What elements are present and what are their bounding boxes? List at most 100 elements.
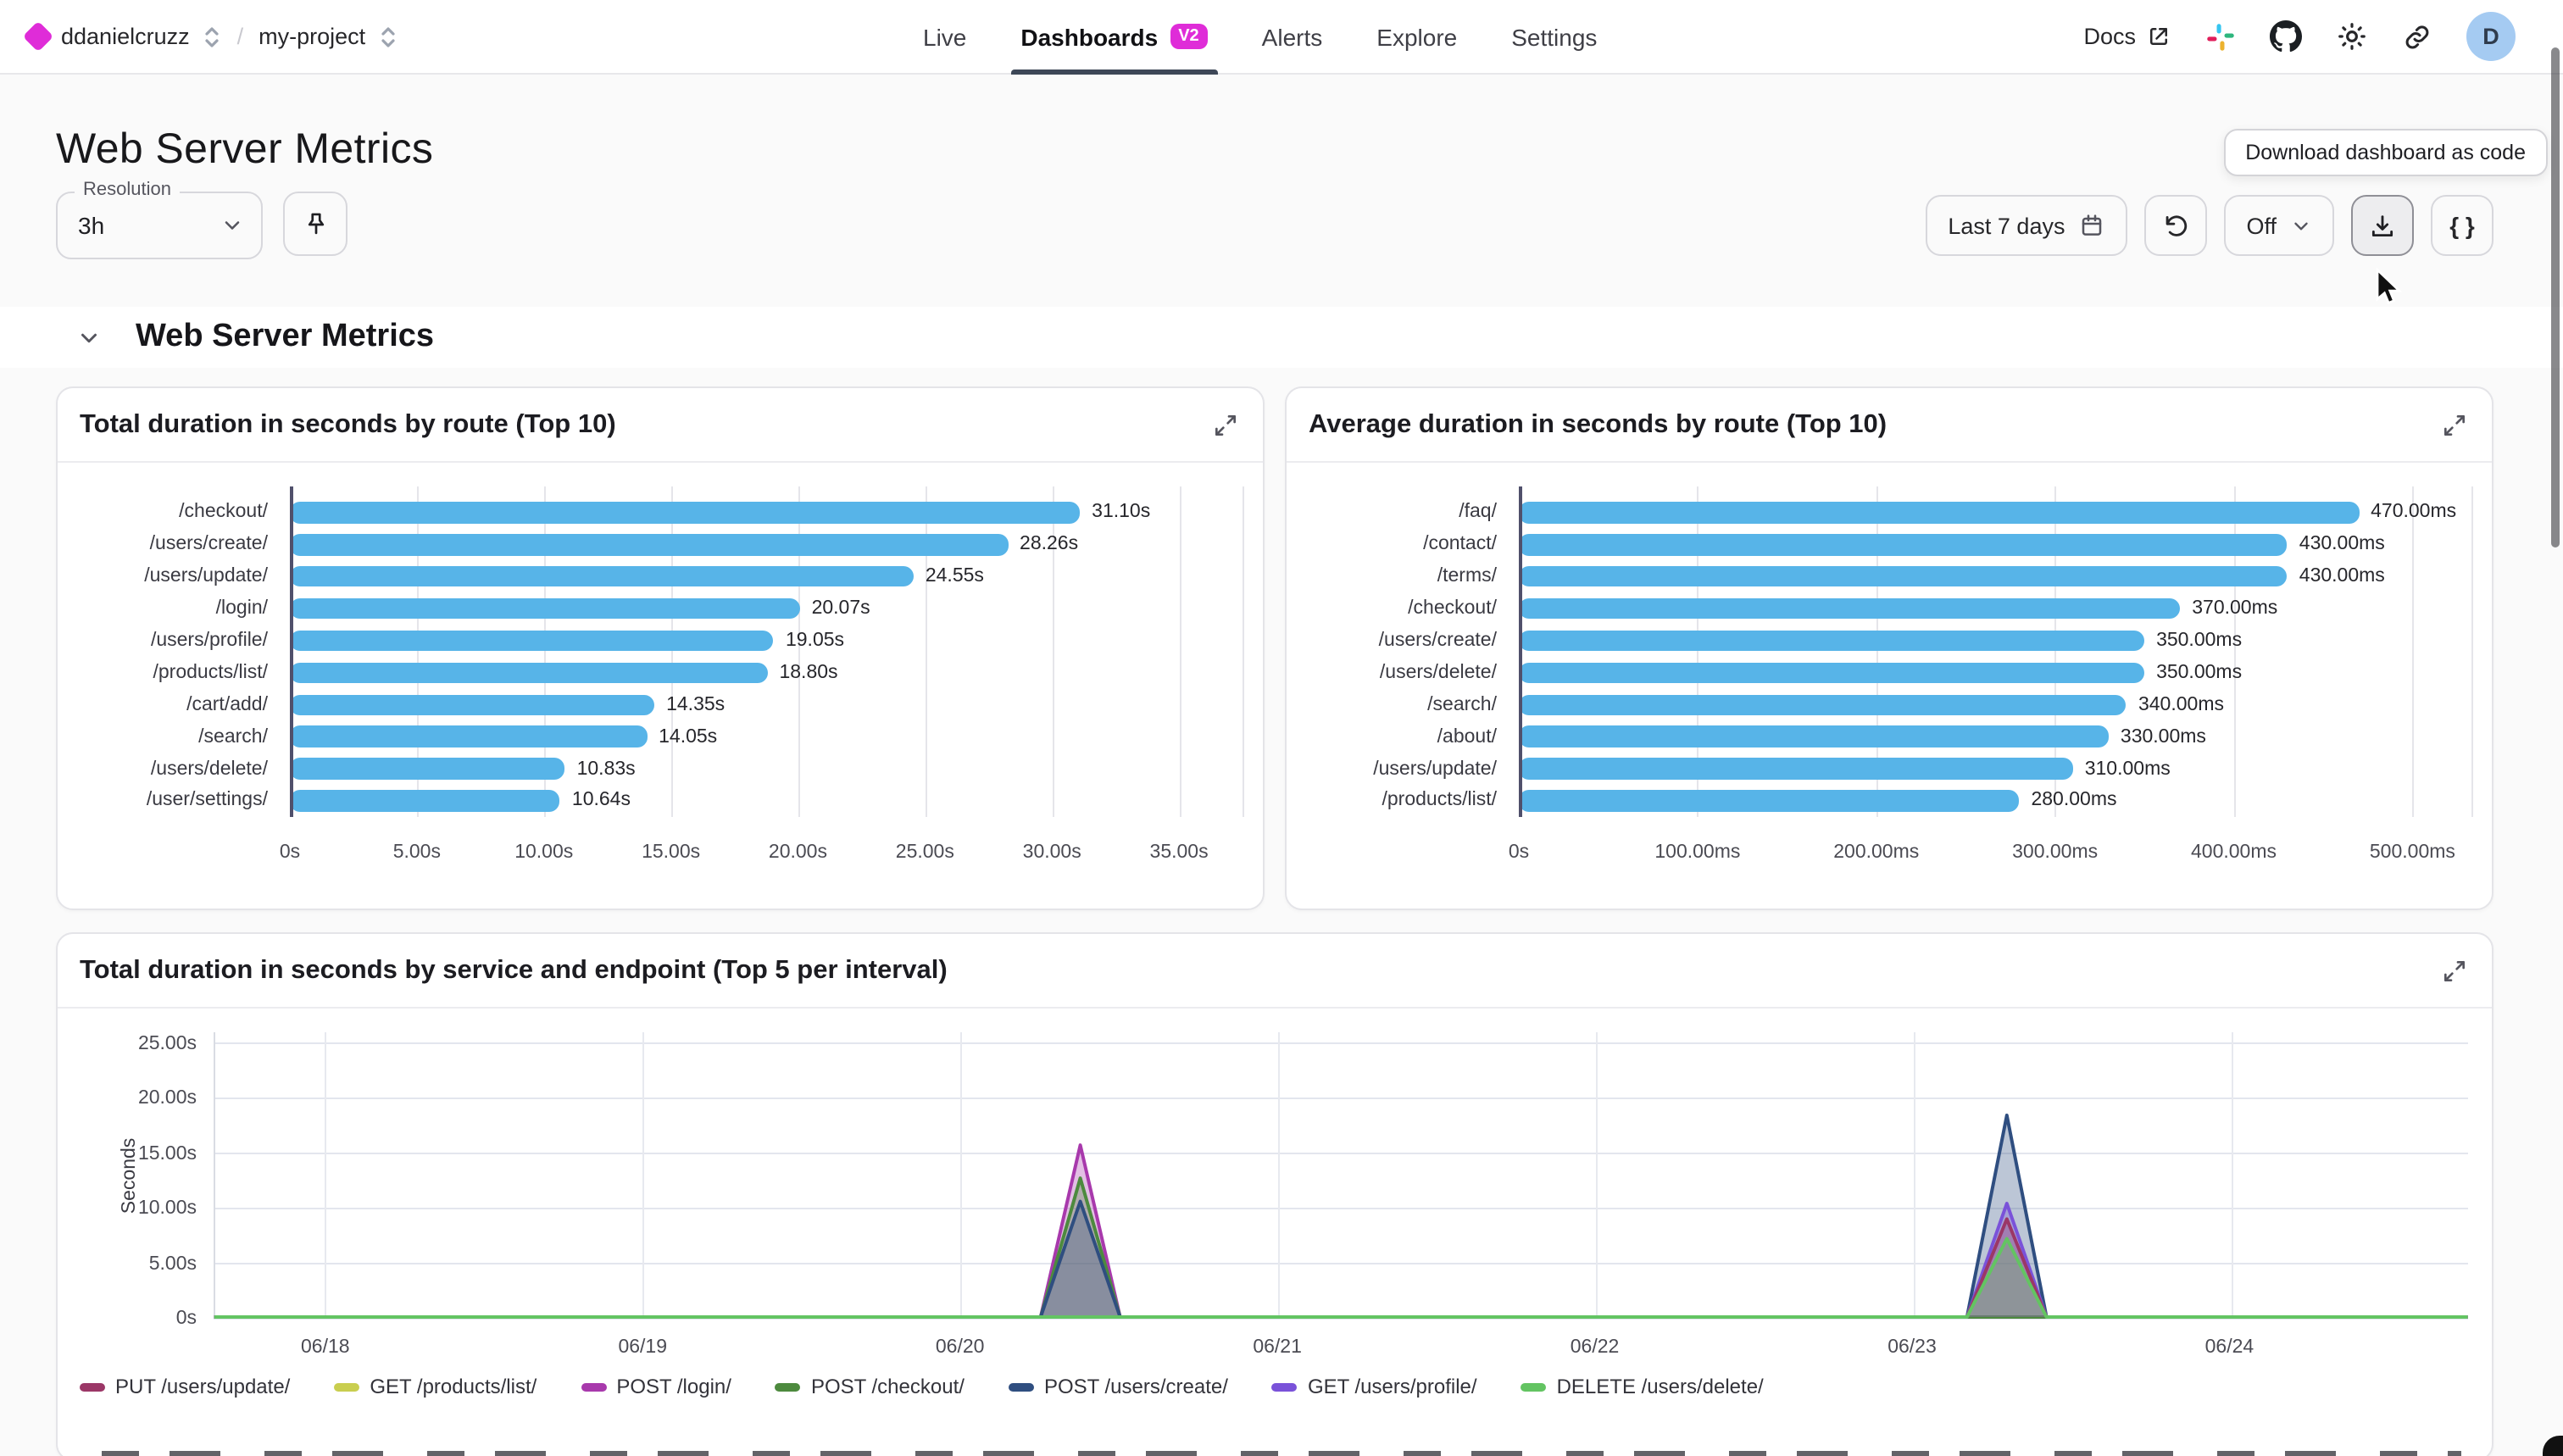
refresh-button[interactable] [2144,195,2208,256]
series-put-users-update-[interactable] [214,1217,2468,1319]
area-chart-svg[interactable] [214,1032,2468,1320]
legend-item[interactable]: PUT /users/update/ [80,1375,290,1398]
series-delete-users-delete-[interactable] [214,1236,2468,1319]
bar[interactable] [290,694,655,716]
category-label: /users/delete/ [1379,662,1497,683]
bar-row: /users/update/310.00ms [1373,753,2471,785]
bar[interactable] [1519,630,2145,652]
x-tick-label: 5.00s [392,842,441,863]
panel-title: Average duration in seconds by route (To… [1309,410,1888,439]
tab-dashboards[interactable]: Dashboards V2 [1000,0,1227,74]
category-label: /products/list/ [1382,790,1498,811]
resolution-select[interactable]: Resolution 3h [56,180,263,259]
chevron-down-icon [225,221,240,230]
x-tick-label: 06/20 [935,1337,985,1358]
tab-settings[interactable]: Settings [1491,0,1617,74]
tab-label: Settings [1511,23,1598,50]
github-icon[interactable] [2270,20,2302,53]
bar[interactable] [290,790,560,812]
series-get-users-profile-[interactable] [214,1202,2468,1319]
category-label: /about/ [1437,726,1497,747]
bar-row: /search/340.00ms [1427,689,2471,721]
download-icon [2371,214,2393,236]
project-selector-caret-icon[interactable] [377,25,398,48]
y-tick-label: 15.00s [137,1143,197,1164]
page-scrollbar-thumb[interactable] [2551,47,2560,547]
bar[interactable] [1519,565,2288,587]
legend-item[interactable]: GET /users/profile/ [1271,1375,1477,1398]
bar[interactable] [290,758,565,780]
slack-icon[interactable] [2205,21,2236,52]
corner-widget-clipped [2543,1436,2563,1456]
category-label: /search/ [198,726,268,747]
bar[interactable] [290,597,800,620]
tab-explore[interactable]: Explore [1356,0,1477,74]
value-label: 330.00ms [2120,726,2206,747]
bar[interactable] [1519,534,2288,556]
x-tick-label: 0s [1508,842,1530,863]
panel-title: Total duration in seconds by service and… [80,956,948,985]
x-tick-label: 15.00s [642,842,701,863]
legend-swatch [1521,1382,1547,1391]
user-avatar[interactable]: D [2466,12,2516,61]
series-post-users-create-[interactable] [214,1114,2468,1319]
x-tick-label: 30.00s [1022,842,1081,863]
bar-row: /users/profile/19.05s [151,625,1243,657]
bar[interactable] [1519,758,2073,780]
bar[interactable] [1519,597,2181,620]
bar[interactable] [290,630,774,652]
theme-toggle-sun-icon[interactable] [2336,20,2368,53]
tab-label: Alerts [1261,23,1323,50]
auto-refresh-select[interactable]: Off [2224,195,2334,256]
legend-item[interactable]: POST /users/create/ [1008,1375,1228,1398]
x-tick-label: 100.00ms [1654,842,1741,863]
bar-row: /checkout/31.10s [179,497,1243,529]
bar[interactable] [290,502,1081,524]
charts-row: Total duration in seconds by route (Top … [56,386,2494,910]
panel-title: Total duration in seconds by route (Top … [80,410,616,439]
section-collapse-chevron-icon[interactable] [76,325,102,350]
breadcrumb-org[interactable]: ddanielcruzz [61,24,190,49]
expand-panel-icon[interactable] [2441,958,2468,985]
value-label: 350.00ms [2156,662,2243,683]
download-dashboard-button[interactable] [2351,195,2414,256]
bar[interactable] [1519,502,2360,524]
brand-logo-diamond-icon[interactable] [22,20,54,53]
value-label: 10.64s [571,790,631,811]
bar-row: /products/list/280.00ms [1382,785,2471,817]
legend-item[interactable]: GET /products/list/ [334,1375,537,1398]
section-title: Web Server Metrics [136,319,435,354]
legend-item[interactable]: DELETE /users/delete/ [1521,1375,1764,1398]
tab-live[interactable]: Live [903,0,987,74]
bar[interactable] [290,565,914,587]
bar[interactable] [290,534,1009,556]
json-braces-button[interactable]: { } [2431,195,2494,256]
legend-label: DELETE /users/delete/ [1556,1375,1764,1398]
category-label: /faq/ [1459,502,1497,523]
bar[interactable] [290,662,768,684]
bar[interactable] [1519,725,2109,747]
legend-swatch [334,1382,360,1391]
series-post-checkout-[interactable] [214,1176,2468,1319]
expand-panel-icon[interactable] [2441,412,2468,439]
bar[interactable] [1519,662,2145,684]
panel-duration-by-service-endpoint: Total duration in seconds by service and… [56,932,2494,1456]
resolution-value: 3h [78,212,105,239]
breadcrumb-project[interactable]: my-project [259,24,366,49]
bar[interactable] [290,725,648,747]
bar[interactable] [1519,694,2127,716]
bar[interactable] [1519,790,2020,812]
series-post-login-[interactable] [214,1143,2468,1319]
tab-alerts[interactable]: Alerts [1242,0,1343,74]
section-header[interactable]: Web Server Metrics [0,307,2563,368]
share-link-icon[interactable] [2402,21,2432,52]
legend-item[interactable]: POST /checkout/ [775,1375,965,1398]
top-navbar: ddanielcruzz / my-project Live Dashboards… [0,0,2563,75]
docs-link[interactable]: Docs [2083,24,2171,49]
area-chart-plot: Seconds 0s 5.00s 10.00s 15.00s 20.00s 25.00s [120,1032,2468,1329]
legend-item[interactable]: POST /login/ [581,1375,731,1398]
org-selector-caret-icon[interactable] [202,25,222,48]
time-range-button[interactable]: Last 7 days [1926,195,2128,256]
expand-panel-icon[interactable] [1212,412,1239,439]
pin-resolution-button[interactable] [283,192,347,256]
